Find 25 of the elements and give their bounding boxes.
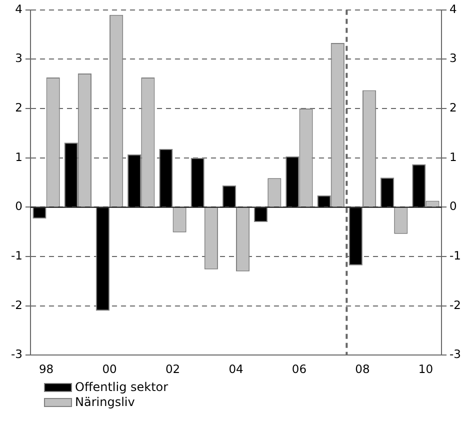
y-tick-label: 0 — [15, 199, 22, 214]
y2-tick-label: 0 — [450, 199, 457, 214]
x-tick-label: 02 — [165, 362, 180, 376]
y-tick-label: -2 — [11, 298, 22, 312]
y2-tick-label: 3 — [450, 51, 457, 66]
y-tick-label: 1 — [15, 150, 22, 164]
y2-tick-label: 1 — [450, 150, 457, 164]
y-tick-label: 4 — [15, 2, 22, 16]
x-tick-label: 10 — [418, 362, 434, 376]
y2-tick-label: 4 — [450, 2, 457, 16]
y2-tick-label: 2 — [450, 100, 457, 115]
x-tick-label: 98 — [38, 362, 54, 376]
legend-label: Näringsliv — [75, 395, 135, 409]
y2-tick-label: -2 — [450, 298, 461, 312]
y-tick-label: 2 — [15, 100, 22, 115]
legend-label: Offentlig sektor — [75, 380, 168, 394]
x-tick-label: 06 — [292, 362, 307, 376]
x-tick-label: 04 — [228, 362, 244, 376]
y-tick-label: 3 — [15, 51, 22, 66]
y2-tick-label: -3 — [450, 347, 461, 362]
y-tick-label: -1 — [11, 248, 22, 263]
y-tick-label: -3 — [11, 347, 22, 362]
x-tick-label: 00 — [102, 362, 117, 376]
y2-tick-label: -1 — [450, 248, 461, 263]
x-tick-label: 08 — [355, 362, 370, 376]
